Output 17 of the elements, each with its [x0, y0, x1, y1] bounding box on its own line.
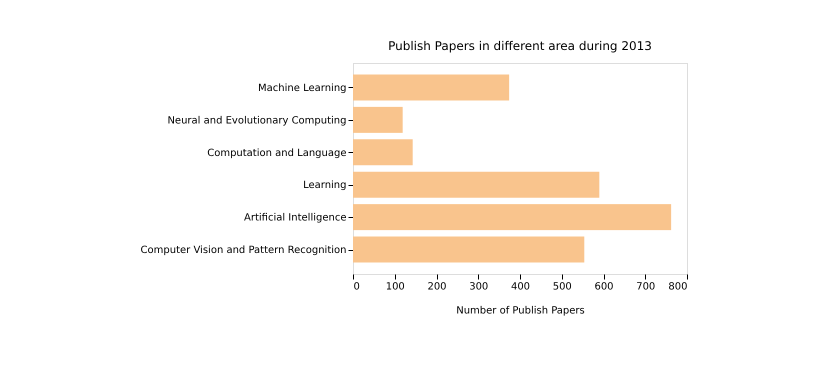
y-tick-label: Artificial Intelligence [244, 212, 346, 224]
x-tick-label: 300 [469, 282, 488, 292]
x-tick-label: 700 [636, 282, 656, 292]
x-tick-label: 0 [354, 282, 360, 292]
x-tick-label: 200 [427, 282, 447, 292]
x-axis-title: Number of Publish Papers [456, 306, 585, 316]
x-tick-label: 800 [668, 282, 688, 292]
x-tick-label: 100 [386, 282, 405, 292]
x-tick-label: 500 [552, 282, 572, 292]
y-tick-label: Computer Vision and Pattern Recognition [140, 245, 346, 256]
x-tick-label: 400 [510, 282, 530, 292]
chart-title: Publish Papers in different area during 2013 [388, 39, 652, 53]
x-tick-label: 600 [594, 282, 614, 292]
y-tick-label: Machine Learning [258, 82, 346, 94]
y-tick-label: Learning [303, 180, 346, 192]
y-tick-label: Neural and Evolutionary Computing [167, 115, 346, 126]
y-tick-label: Computation and Language [207, 148, 346, 159]
